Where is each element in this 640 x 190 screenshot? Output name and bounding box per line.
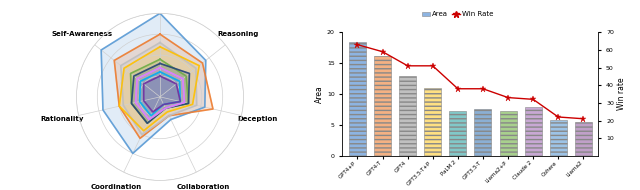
Polygon shape	[131, 63, 189, 123]
Bar	[525, 107, 541, 156]
Polygon shape	[131, 59, 189, 123]
Polygon shape	[101, 13, 205, 153]
Bar	[575, 122, 592, 156]
Bar	[499, 111, 516, 156]
Bar	[349, 42, 366, 156]
Bar	[550, 120, 567, 156]
Polygon shape	[121, 43, 196, 135]
Polygon shape	[136, 68, 184, 120]
Polygon shape	[140, 72, 180, 116]
Bar	[399, 75, 416, 156]
Polygon shape	[115, 34, 213, 138]
Bar	[474, 109, 492, 156]
Y-axis label: Win rate: Win rate	[617, 78, 626, 110]
Bar	[449, 111, 467, 156]
Polygon shape	[136, 68, 184, 120]
Polygon shape	[143, 76, 180, 112]
Y-axis label: Area: Area	[315, 85, 324, 103]
Bar	[374, 56, 391, 156]
Bar	[424, 88, 442, 156]
Legend: Area, Win Rate: Area, Win Rate	[419, 9, 496, 20]
Polygon shape	[119, 47, 199, 131]
